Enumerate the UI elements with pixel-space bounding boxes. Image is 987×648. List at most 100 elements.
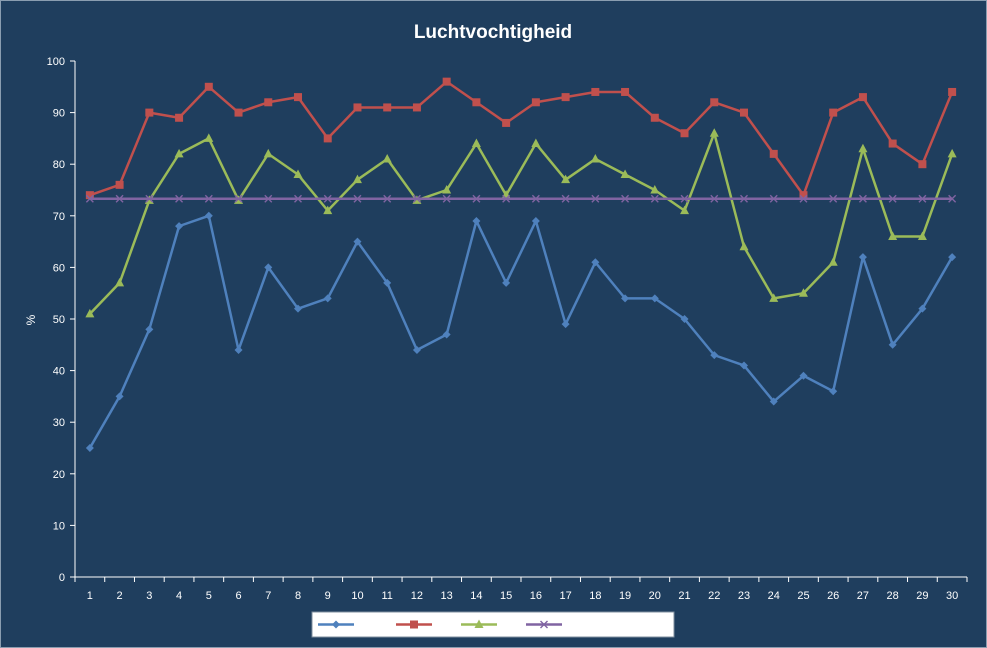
x-tick-label: 18 <box>589 590 601 602</box>
data-point <box>650 194 659 203</box>
legend-entry: max <box>396 620 457 632</box>
data-point <box>175 222 184 231</box>
data-point <box>145 194 154 203</box>
data-point <box>531 216 540 225</box>
legend-marker <box>474 619 484 628</box>
data-point <box>620 169 630 179</box>
data-point <box>412 103 421 112</box>
x-tick-label: 30 <box>946 590 958 602</box>
data-point <box>740 108 748 117</box>
data-point <box>353 103 362 112</box>
legend-entry: min <box>318 620 376 632</box>
data-point <box>799 191 808 200</box>
x-tick-label: 2 <box>117 590 123 602</box>
data-point <box>353 237 362 246</box>
x-tick-label: 23 <box>738 590 750 602</box>
data-point <box>502 278 511 287</box>
y-tick-label: 90 <box>53 108 65 120</box>
data-point <box>561 93 570 102</box>
data-point <box>888 231 898 240</box>
data-point <box>294 194 302 203</box>
legend-marker <box>410 620 418 629</box>
data-point <box>175 194 184 203</box>
data-point <box>383 103 392 112</box>
data-point <box>204 211 213 220</box>
data-point <box>621 194 630 203</box>
data-point <box>115 392 124 401</box>
data-point <box>145 325 154 334</box>
data-point <box>888 194 897 203</box>
data-point <box>680 129 689 138</box>
data-point <box>472 194 481 203</box>
data-point <box>264 98 273 107</box>
data-point <box>561 194 570 203</box>
y-tick-label: 20 <box>53 469 65 481</box>
data-point <box>412 194 421 203</box>
data-point <box>561 320 570 329</box>
data-point <box>650 294 659 303</box>
data-point <box>829 387 838 396</box>
legend-label: maand gemiddelde <box>566 620 660 632</box>
series-maand-gemiddelde <box>85 194 957 203</box>
data-point <box>621 87 630 96</box>
data-point <box>917 231 927 240</box>
x-tick-label: 20 <box>649 590 661 602</box>
data-point <box>888 139 897 148</box>
data-point <box>621 294 630 303</box>
data-point <box>769 149 778 158</box>
data-point <box>502 118 511 127</box>
data-point <box>85 194 94 203</box>
data-point <box>769 293 779 302</box>
data-point <box>888 340 897 349</box>
data-point <box>709 128 719 137</box>
data-point <box>858 194 867 203</box>
data-point <box>591 87 600 96</box>
data-point <box>442 77 451 86</box>
y-axis-label: % <box>24 314 38 325</box>
x-tick-label: 6 <box>235 590 241 602</box>
data-point <box>769 194 778 203</box>
data-point <box>412 345 421 354</box>
data-point <box>561 174 571 184</box>
data-point <box>740 194 748 203</box>
y-tick-label: 0 <box>59 572 65 584</box>
data-point <box>739 241 749 251</box>
legend-label: max <box>436 620 457 632</box>
series-layer <box>85 77 957 452</box>
data-point <box>858 93 867 102</box>
data-point <box>710 98 719 107</box>
series-line <box>88 214 954 449</box>
data-point <box>234 108 243 117</box>
legend-entry: gem <box>461 619 522 632</box>
data-point <box>234 194 243 203</box>
data-point <box>323 134 332 143</box>
data-point <box>799 371 808 380</box>
data-point <box>710 351 719 360</box>
data-point <box>204 194 213 203</box>
series-line <box>88 131 954 315</box>
data-point <box>591 194 600 203</box>
data-point <box>531 98 540 107</box>
data-point <box>204 133 214 142</box>
data-point <box>828 257 838 266</box>
data-point <box>383 194 392 203</box>
data-point <box>442 330 451 339</box>
data-point <box>175 113 184 122</box>
data-point <box>294 304 302 313</box>
y-tick-label: 40 <box>53 366 65 378</box>
x-tick-label: 17 <box>559 590 571 602</box>
legend: min max gem maand gemiddelde <box>311 611 675 638</box>
data-point <box>234 345 243 354</box>
data-point <box>680 205 690 215</box>
data-point <box>858 253 867 262</box>
data-point <box>799 194 808 203</box>
data-point <box>650 185 660 194</box>
x-tick-label: 14 <box>470 590 482 602</box>
data-point <box>352 174 362 184</box>
data-point <box>769 397 778 406</box>
legend-label: gem <box>501 620 522 632</box>
data-point <box>471 138 481 148</box>
x-tick-label: 19 <box>619 590 631 602</box>
